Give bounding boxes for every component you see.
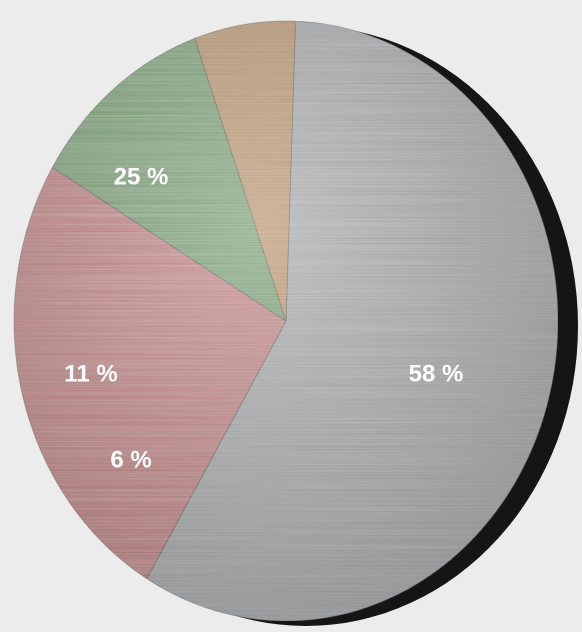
pie-slice-label-3: 6 % — [110, 446, 151, 473]
pie-labels: 58 % 25 % 11 % 6 % — [64, 163, 463, 473]
pie-slice-label-0: 58 % — [409, 360, 464, 387]
pie-slice-label-1: 25 % — [114, 163, 169, 190]
pie-slices — [13, 20, 559, 622]
pie-slice-label-2: 11 % — [64, 360, 117, 387]
